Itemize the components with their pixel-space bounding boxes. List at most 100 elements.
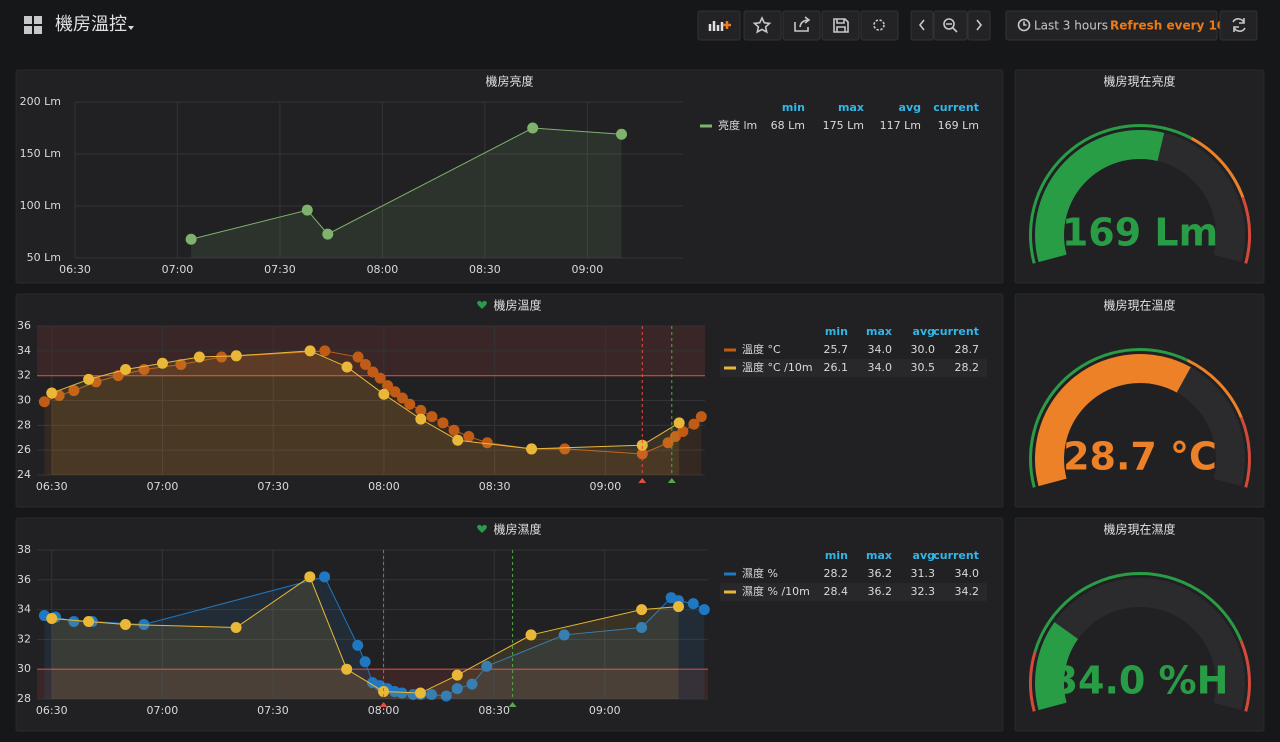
annotation-marker: [638, 478, 647, 483]
legend-swatch: [724, 366, 736, 370]
clock-hands: [1023, 21, 1027, 26]
back-icon: [918, 19, 925, 31]
data-point: [396, 392, 408, 404]
data-point: [341, 663, 353, 675]
y-tick-label: 28: [17, 418, 31, 431]
legend-stat: 175 Lm: [823, 119, 864, 132]
y-tick-label: 150 Lm: [20, 147, 61, 160]
y-tick-label: 28: [17, 692, 31, 705]
legend-header: max: [866, 549, 892, 562]
time-picker-button[interactable]: [1005, 10, 1218, 41]
data-point: [83, 616, 95, 628]
annotation-marker: [379, 702, 388, 707]
data-point: [341, 361, 353, 373]
caret[interactable]: [128, 26, 134, 30]
data-point: [616, 128, 628, 140]
gauge-value: 28.7 °C: [1063, 435, 1217, 479]
data-point: [695, 411, 707, 423]
legend-row-bg: [720, 359, 987, 377]
clock-icon: [1017, 18, 1031, 32]
zoom-out-button[interactable]: [933, 10, 968, 41]
data-point: [367, 366, 379, 378]
back-button[interactable]: [910, 10, 934, 41]
data-point: [378, 686, 390, 698]
panel: [1014, 69, 1265, 284]
threshold-band: [1241, 197, 1251, 264]
legend-swatch: [724, 572, 736, 576]
share-button[interactable]: [782, 10, 821, 41]
legend-name: 亮度 lm: [718, 118, 757, 132]
data-point: [662, 437, 674, 449]
legend-header: current: [933, 325, 979, 338]
panel: [15, 517, 1004, 732]
threshold-band: [1239, 416, 1251, 488]
data-point: [304, 571, 316, 583]
alert-heart: [477, 524, 487, 533]
gauge-value: 34.0 %H: [1052, 659, 1229, 703]
panel: [1014, 517, 1265, 732]
icon-part: [34, 16, 42, 24]
data-point: [120, 363, 132, 375]
icon-part: [24, 26, 32, 34]
data-point: [230, 350, 242, 362]
share-icon: [794, 16, 811, 32]
data-point: [636, 439, 648, 451]
legend-swatch: [724, 348, 736, 352]
legend-header: min: [825, 325, 848, 338]
legend-header: max: [866, 325, 892, 338]
legend-stat: 34.2: [955, 585, 980, 598]
forward-button[interactable]: [967, 10, 991, 41]
refresh-interval: Refresh every 10s: [1110, 19, 1232, 33]
y-tick-label: 24: [17, 468, 31, 481]
legend-stat: 68 Lm: [771, 119, 805, 132]
data-point: [404, 398, 416, 410]
save-button[interactable]: [821, 10, 860, 41]
legend-stat: 117 Lm: [880, 119, 921, 132]
data-point: [451, 669, 463, 681]
x-tick-label: 08:00: [368, 704, 400, 717]
data-point: [558, 629, 570, 641]
x-tick-label: 07:30: [257, 480, 289, 493]
x-tick-label: 06:30: [36, 704, 68, 717]
dashboard-title[interactable]: 機房溫控: [55, 14, 127, 35]
legend-stat: 32.3: [911, 585, 936, 598]
gauge-value: 169 Lm: [1062, 211, 1218, 255]
legend-header: avg: [913, 549, 935, 562]
legend-name: 濕度 % /10m: [742, 584, 810, 598]
legend-header: min: [825, 549, 848, 562]
legend-stat: 30.0: [911, 343, 936, 356]
x-tick-label: 08:30: [478, 704, 510, 717]
dashboard-icon[interactable]: [24, 16, 42, 34]
data-point: [352, 351, 364, 363]
data-point: [216, 351, 228, 363]
data-point: [481, 437, 493, 449]
legend-stat: 169 Lm: [938, 119, 979, 132]
x-tick-label: 09:00: [589, 704, 621, 717]
data-point: [46, 387, 58, 399]
data-point: [415, 413, 427, 425]
icon-part: [34, 26, 42, 34]
star-button[interactable]: [743, 10, 782, 41]
y-tick-label: 26: [17, 443, 31, 456]
x-tick-label: 08:30: [469, 263, 501, 276]
settings-icon: [873, 19, 885, 31]
data-point: [112, 370, 124, 382]
data-point: [481, 660, 493, 672]
legend-name: 溫度 °C: [742, 342, 781, 356]
refresh-button[interactable]: [1219, 10, 1258, 41]
data-point: [68, 385, 80, 397]
legend-header: min: [782, 101, 805, 114]
data-point: [451, 683, 463, 695]
legend-row-bg: [720, 583, 987, 601]
y-tick-label: 36: [17, 573, 31, 586]
legend-stat: 36.2: [868, 567, 893, 580]
settings-button[interactable]: [860, 10, 899, 41]
data-point: [322, 228, 334, 240]
legend-stat: 34.0: [868, 361, 893, 374]
data-point: [68, 616, 80, 628]
series-line: [44, 576, 705, 697]
x-tick-label: 07:30: [257, 704, 289, 717]
data-point: [359, 358, 371, 370]
annotation-marker: [667, 478, 676, 483]
gauge-fill: [1035, 622, 1079, 711]
